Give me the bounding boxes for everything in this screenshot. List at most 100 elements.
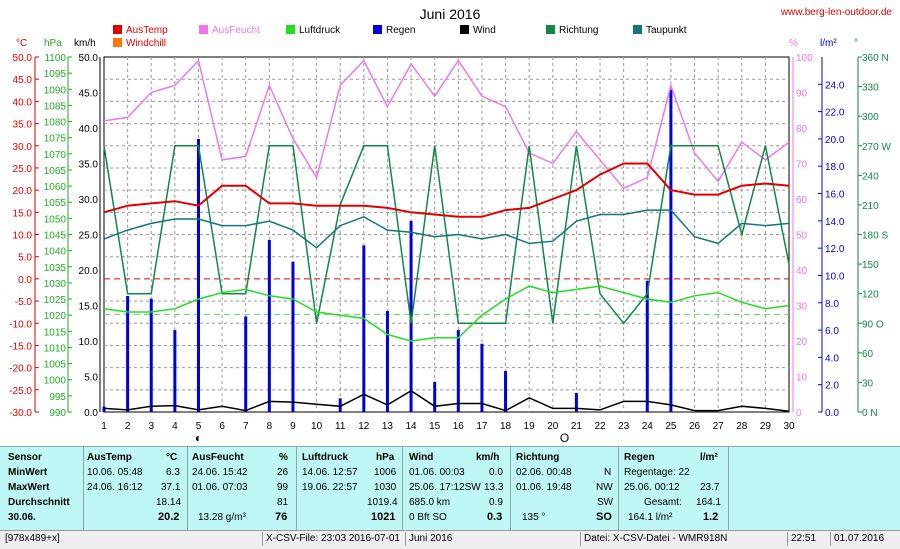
- wind-min-time: 01.06. 00:03: [409, 467, 465, 478]
- press-max-value: 1030: [374, 482, 396, 493]
- legend-swatch: [286, 25, 295, 34]
- press-tick-label: 1050: [44, 214, 67, 225]
- x-tick-label: 12: [358, 421, 370, 432]
- press-day-value: 1021: [371, 511, 395, 523]
- press-tick-label: 1045: [44, 231, 67, 242]
- wind-tick-label: 10.0: [79, 337, 99, 348]
- dir-tick-label: 150: [862, 260, 879, 271]
- press-unit-label: hPa: [44, 38, 62, 49]
- dir-unit-label: °: [854, 38, 858, 49]
- status-time: 22:51: [787, 532, 819, 546]
- rain-max-time: 25.06. 00:12: [624, 482, 680, 493]
- dir-tick-label: 30: [862, 378, 874, 389]
- hum-min-value: 26: [277, 467, 288, 478]
- press-tick-label: 1075: [44, 134, 67, 145]
- press-tick-label: 1040: [44, 247, 67, 258]
- press-tick-label: 1055: [44, 198, 67, 209]
- row-day-label: 30.06.: [8, 512, 36, 523]
- x-tick-label: 7: [243, 421, 249, 432]
- dir-min-time: 02.06. 00:48: [516, 467, 572, 478]
- temp-tick-label: 20.0: [13, 186, 33, 197]
- legend-label: Wind: [473, 25, 496, 36]
- hum-day-abs: 13.28 g/m³: [198, 512, 246, 523]
- wind-tick-label: 0.0: [84, 408, 98, 419]
- legend-label: Regen: [386, 25, 415, 36]
- press-tick-label: 1070: [44, 150, 67, 161]
- x-tick-label: 20: [547, 421, 559, 432]
- temp-tick-label: -5.0: [15, 297, 33, 308]
- table-divider: [728, 446, 729, 530]
- rain-bar: [173, 330, 176, 412]
- press-tick-label: 995: [49, 392, 66, 403]
- x-tick-label: 1: [101, 421, 107, 432]
- press-tick-label: 1005: [44, 360, 67, 371]
- dir-day-value: SO: [596, 511, 612, 523]
- header-wind: Wind: [409, 452, 433, 463]
- press-tick-label: 1000: [44, 376, 67, 387]
- header-temp-unit: °C: [166, 452, 177, 463]
- dir-tick-label: 120: [862, 290, 879, 301]
- rain-bar: [457, 330, 460, 412]
- hum-tick-label: 50: [796, 231, 808, 242]
- x-tick-label: 11: [335, 421, 346, 432]
- rain-bar: [386, 311, 389, 412]
- legend-label: Windchill: [126, 38, 166, 49]
- hum-tick-label: 10: [796, 373, 808, 384]
- x-tick-label: 30: [783, 421, 795, 432]
- table-divider: [618, 446, 619, 530]
- press-min-value: 1006: [374, 467, 396, 478]
- rain-total-value: 164.1: [696, 497, 721, 508]
- x-tick-label: 26: [689, 421, 701, 432]
- press-tick-label: 1090: [44, 85, 67, 96]
- status-resolution: [978x489+x]: [2, 532, 63, 546]
- temp-tick-label: 0.0: [18, 275, 32, 286]
- hum-tick-label: 60: [796, 195, 808, 206]
- header-wind-unit: km/h: [476, 452, 499, 463]
- rain-tick-label: 16.0: [825, 190, 845, 201]
- legend-swatch: [546, 25, 555, 34]
- wind-tick-label: 30.0: [79, 195, 99, 206]
- x-tick-label: 24: [642, 421, 654, 432]
- hum-day-value: 76: [275, 511, 287, 523]
- hum-min-time: 24.06. 15:42: [192, 467, 248, 478]
- x-tick-label: 23: [618, 421, 630, 432]
- table-divider: [83, 446, 84, 530]
- temp-tick-label: 10.0: [13, 231, 33, 242]
- row-min-label: MinWert: [8, 467, 47, 478]
- header-rain: Regen: [624, 452, 655, 463]
- press-avg-value: 1019.4: [367, 497, 398, 508]
- hum-unit-label: %: [789, 38, 798, 49]
- rain-tick-label: 14.0: [825, 217, 845, 228]
- press-tick-label: 1015: [44, 327, 67, 338]
- wind-tick-label: 20.0: [79, 266, 99, 277]
- x-tick-label: 2: [125, 421, 131, 432]
- dir-tick-label: 60: [862, 349, 874, 360]
- hum-tick-label: 0: [796, 408, 802, 419]
- rain-bar: [291, 262, 294, 412]
- rain-bar: [433, 382, 436, 412]
- rain-bar: [150, 299, 153, 412]
- hum-max-value: 99: [277, 482, 288, 493]
- rain-bar: [103, 407, 106, 412]
- temp-tick-label: -25.0: [9, 386, 32, 397]
- status-date: 01.07.2016: [830, 532, 887, 546]
- wind-min-value: 0.0: [489, 467, 503, 478]
- header-temp: AusTemp: [87, 452, 132, 463]
- temp-tick-label: 35.0: [13, 120, 33, 131]
- rain-tick-label: 2.0: [825, 381, 839, 392]
- wind-tick-label: 25.0: [79, 231, 99, 242]
- temp-min-value: 6.3: [166, 467, 180, 478]
- legend-swatch: [113, 38, 122, 47]
- header-rain-unit: l/m²: [700, 452, 718, 463]
- moon-phase-icon: ◐: [195, 431, 202, 445]
- wind-day-value: 0.3: [487, 511, 502, 523]
- temp-avg-value: 18.14: [156, 497, 181, 508]
- legend-label: Taupunkt: [646, 25, 687, 36]
- rain-bar: [268, 240, 271, 412]
- hum-tick-label: 90: [796, 89, 808, 100]
- dir-tick-label: 240: [862, 171, 879, 182]
- press-tick-label: 1035: [44, 263, 67, 274]
- temp-tick-label: 15.0: [13, 208, 33, 219]
- x-tick-label: 4: [172, 421, 178, 432]
- rain-day-value: 1.2: [703, 511, 718, 523]
